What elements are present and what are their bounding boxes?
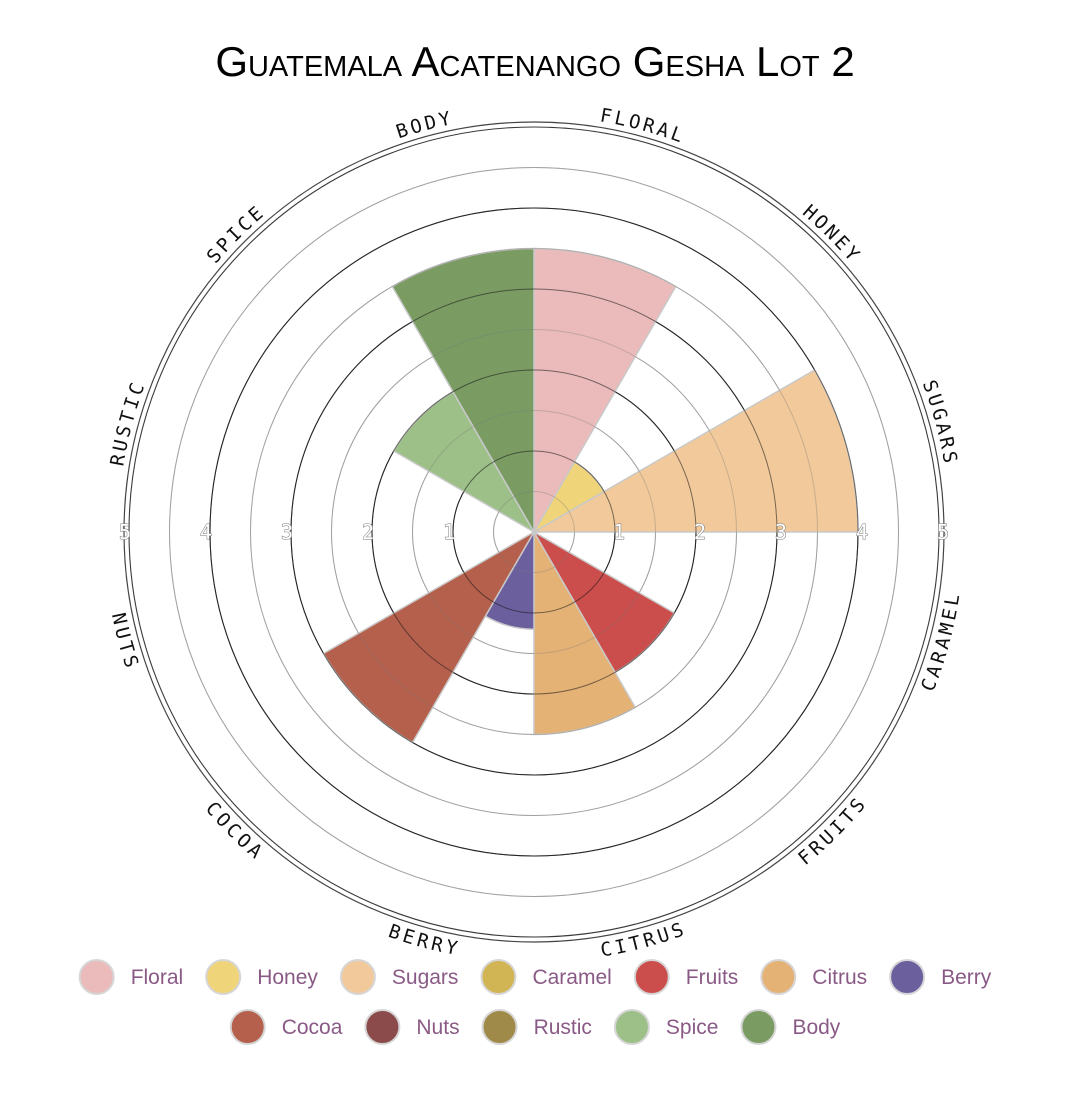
radial-tick-labels: 1 1 2 2 3 3 4 4 5 5	[118, 520, 949, 545]
legend-swatch	[613, 1009, 650, 1045]
legend-item-cocoa[interactable]: Cocoa	[229, 1009, 343, 1045]
legend-item-sugars[interactable]: Sugars	[339, 959, 459, 995]
chart-title: Guatemala Acatenango Gesha Lot 2	[215, 38, 854, 85]
category-label-fruits: FRUITS	[794, 792, 872, 870]
legend-label: Honey	[257, 966, 318, 989]
legend-label: Fruits	[686, 966, 739, 989]
legend-label: Berry	[941, 966, 992, 989]
tick-label: 3	[775, 520, 787, 544]
category-label-berry: BERRY	[386, 920, 462, 960]
legend-item-floral[interactable]: Floral	[78, 959, 184, 995]
tick-label: 1	[613, 520, 625, 544]
legend-swatch	[339, 959, 376, 995]
legend-swatch	[364, 1009, 401, 1045]
tick-label: 2	[362, 520, 374, 544]
legend: Floral Honey Sugars Caramel Fruits Citrus Berr…	[78, 959, 992, 1045]
grid-ring-overlay	[412, 410, 656, 654]
legend-item-body[interactable]: Body	[740, 1009, 841, 1045]
category-label-body: BODY	[393, 107, 455, 143]
legend-item-nuts[interactable]: Nuts	[364, 1009, 460, 1045]
grid-ring-overlay	[169, 167, 899, 897]
tick-label: 4	[856, 520, 868, 544]
wedge-cocoa	[322, 529, 537, 744]
legend-item-berry[interactable]: Berry	[889, 959, 992, 995]
tick-label: 4	[200, 520, 212, 544]
wedge-citrus	[533, 529, 637, 736]
legend-label: Rustic	[534, 1016, 592, 1039]
tick-label: 2	[694, 520, 706, 544]
grid-ring-overlay	[371, 369, 697, 695]
legend-item-rustic[interactable]: Rustic	[481, 1009, 592, 1045]
outer-ring	[123, 121, 945, 943]
legend-label: Sugars	[392, 966, 459, 989]
grid-ring-minor	[169, 167, 899, 897]
legend-item-spice[interactable]: Spice	[613, 1009, 719, 1045]
legend-item-fruits[interactable]: Fruits	[633, 959, 739, 995]
legend-swatch	[740, 1009, 777, 1045]
tick-label: 5	[119, 520, 131, 544]
wedges	[169, 167, 899, 897]
legend-swatch	[889, 959, 926, 995]
wedge-floral	[533, 247, 677, 535]
legend-label: Cocoa	[282, 1016, 343, 1039]
wedge-body	[391, 247, 535, 535]
legend-label: Floral	[131, 966, 184, 989]
legend-label: Caramel	[532, 966, 611, 989]
grid-ring-overlay	[493, 491, 575, 573]
legend-swatch	[480, 959, 517, 995]
grid-ring	[128, 126, 940, 938]
legend-swatch	[760, 959, 797, 995]
grid-ring-overlay	[331, 329, 737, 735]
legend-item-citrus[interactable]: Citrus	[760, 959, 867, 995]
legend-swatch	[229, 1009, 266, 1045]
tick-label: 1	[443, 520, 455, 544]
legend-swatch	[205, 959, 242, 995]
legend-swatch	[481, 1009, 518, 1045]
legend-label: Nuts	[416, 1016, 459, 1039]
grid-ring-overlay	[452, 450, 616, 614]
grid-ring-overlay	[250, 248, 818, 816]
legend-item-honey[interactable]: Honey	[205, 959, 318, 995]
tick-label: 3	[281, 520, 293, 544]
legend-label: Spice	[666, 1016, 719, 1039]
category-label-cocoa: COCOA	[201, 797, 268, 864]
legend-label: Citrus	[812, 966, 867, 989]
legend-swatch	[633, 959, 670, 995]
legend-item-caramel[interactable]: Caramel	[480, 959, 612, 995]
tick-label: 5	[937, 520, 949, 544]
legend-label: Body	[792, 1016, 840, 1039]
grid-ring-overlay	[209, 207, 859, 857]
grid-ring-overlay	[290, 288, 778, 776]
category-label-citrus: CITRUS	[599, 917, 690, 961]
legend-swatch	[78, 959, 115, 995]
